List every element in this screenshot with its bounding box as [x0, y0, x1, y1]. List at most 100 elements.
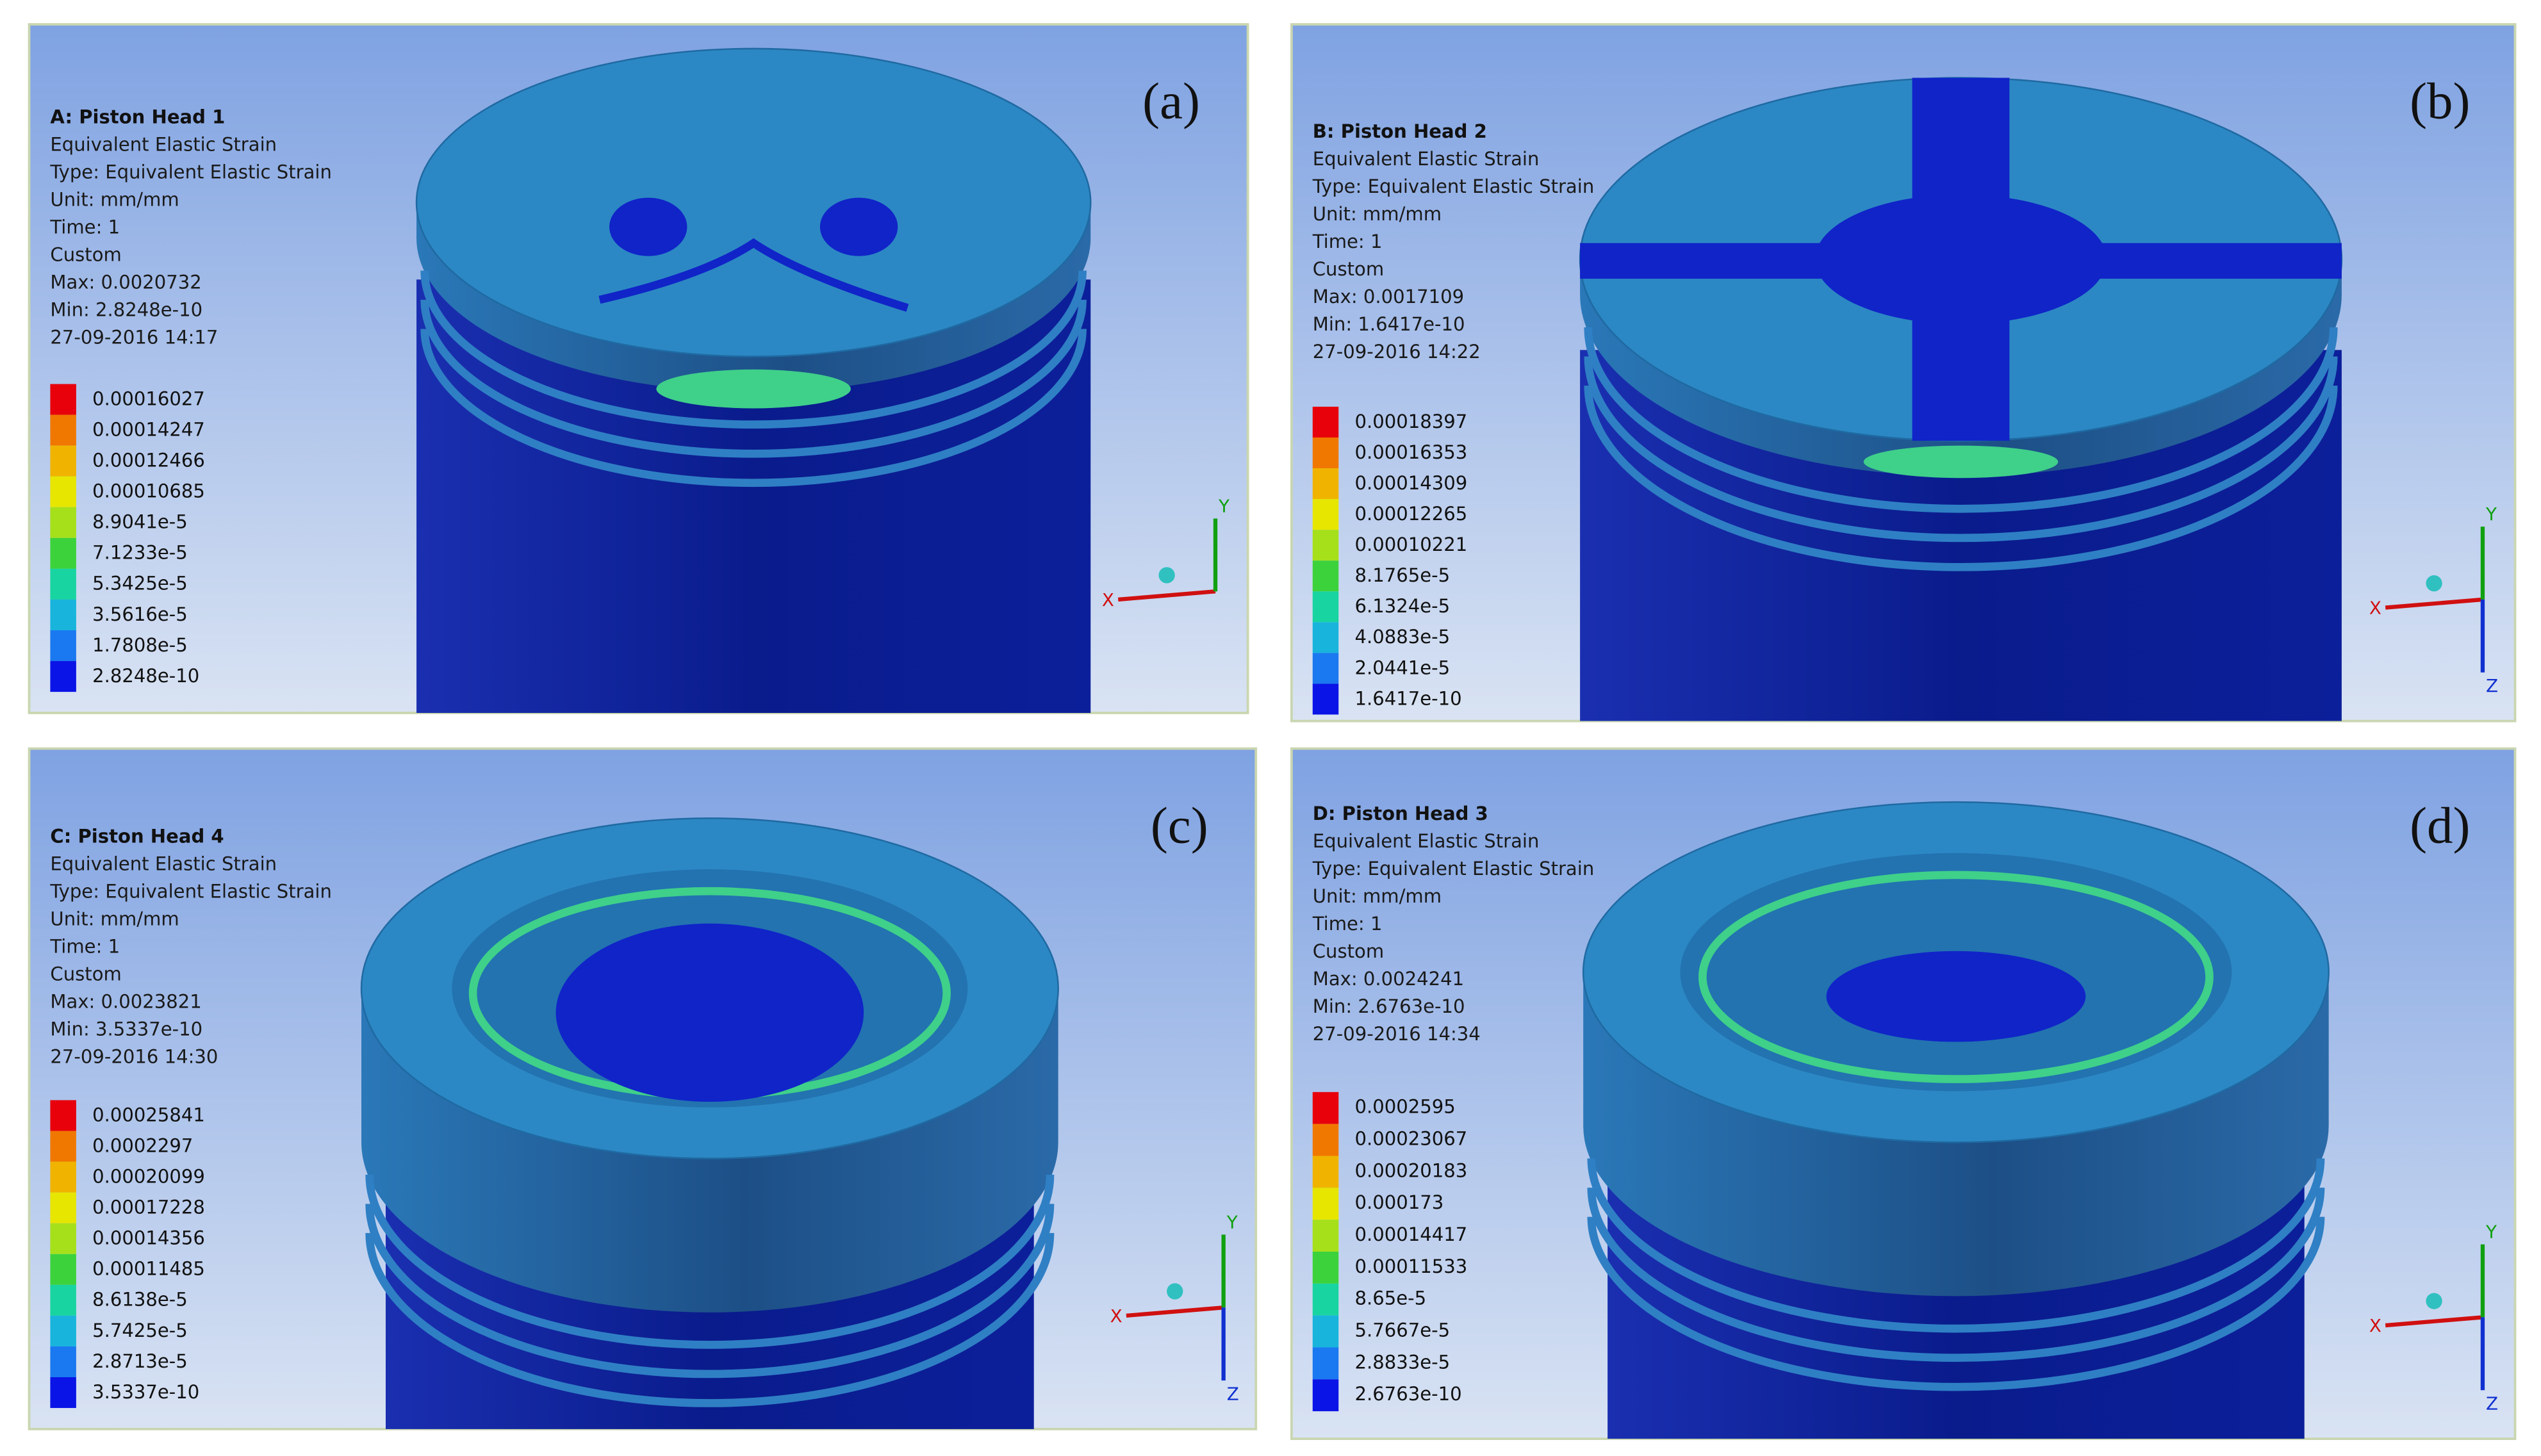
legend-swatch: [1312, 1220, 1339, 1252]
legend-swatch: [50, 1131, 76, 1162]
legend-swatch: [1312, 406, 1339, 438]
result-info: Time: 1: [1312, 231, 1383, 252]
piston-ring: [365, 1232, 1055, 1407]
legend-label: 0.00025841: [92, 1104, 205, 1125]
result-info: 27-09-2016 14:34: [1313, 1023, 1481, 1045]
legend-swatch: [1312, 1347, 1339, 1380]
legend-swatch: [1312, 1379, 1339, 1412]
result-info: Max: 0.0023821: [50, 990, 201, 1012]
piston-ring: [420, 299, 1087, 458]
result-info: Max: 0.0024241: [1313, 968, 1464, 990]
triad-label: Y: [1218, 495, 1230, 516]
legend-label: 0.0002297: [92, 1134, 193, 1156]
piston-skirt: [416, 279, 1091, 713]
result-info: 27-09-2016 14:22: [1313, 341, 1481, 363]
triad-label: Z: [2486, 675, 2498, 696]
low-strain: [609, 197, 687, 256]
legend-swatch: [50, 630, 76, 662]
legend-label: 3.5616e-5: [92, 603, 188, 625]
legend-swatch: [1312, 437, 1339, 469]
triad-ball: [2426, 1293, 2442, 1309]
panel-label: (d): [2410, 796, 2470, 854]
result-info: Equivalent Elastic Strain: [50, 853, 277, 874]
legend-swatch: [50, 445, 76, 477]
legend-swatch: [1312, 1188, 1339, 1220]
result-info: Equivalent Elastic Strain: [1313, 830, 1540, 852]
legend-swatch: [1312, 499, 1339, 530]
legend-label: 0.00010685: [92, 480, 205, 502]
result-info: Min: 2.6763e-10: [1313, 995, 1465, 1017]
legend-label: 2.0441e-5: [1355, 657, 1451, 678]
legend-swatch: [50, 1192, 76, 1223]
legend-label: 7.1233e-5: [92, 542, 188, 564]
piston-ring: [365, 1174, 1055, 1349]
result-title: B: Piston Head 2: [1313, 120, 1487, 142]
legend-swatch: [1312, 1315, 1339, 1348]
piston-crown: [415, 47, 1092, 357]
result-info: Time: 1: [49, 216, 120, 238]
legend-label: 2.8713e-5: [92, 1350, 188, 1372]
piston-ring: [1587, 1188, 2325, 1362]
result-info: Custom: [50, 963, 121, 985]
legend-label: 0.00014417: [1355, 1223, 1468, 1245]
result-info: Custom: [1313, 940, 1384, 962]
legend-label: 8.1765e-5: [1355, 564, 1451, 586]
legend-label: 1.6417e-10: [1355, 687, 1462, 709]
low-strain: [1826, 951, 2086, 1042]
result-info: Equivalent Elastic Strain: [50, 133, 277, 155]
legend-swatch: [1312, 653, 1339, 684]
result-info: Unit: mm/mm: [50, 188, 179, 210]
legend-label: 0.00018397: [1355, 411, 1468, 432]
low-strain: [598, 238, 909, 312]
legend-label: 2.6763e-10: [1355, 1383, 1462, 1405]
legend-label: 5.7425e-5: [92, 1320, 188, 1341]
triad-label: X: [2369, 598, 2381, 619]
legend-swatch: [50, 1284, 76, 1316]
legend-label: 0.00010221: [1355, 534, 1468, 555]
legend-label: 1.7808e-5: [92, 634, 188, 656]
legend-swatch: [50, 414, 76, 446]
legend-swatch: [1312, 1251, 1339, 1284]
legend-label: 5.3425e-5: [92, 573, 188, 594]
legend-swatch: [50, 1161, 76, 1193]
panel: (a) A: Piston Head 1 Equivalent Elastic St…: [28, 23, 1249, 714]
triad-ball: [1167, 1283, 1183, 1300]
strain-ring: [1698, 871, 2214, 1083]
result-info: Type: Equivalent Elastic Strain: [49, 161, 332, 183]
legend-label: 0.00016353: [1355, 441, 1468, 463]
triad-label: Y: [2485, 503, 2497, 525]
legend-swatch: [1312, 1092, 1339, 1124]
piston-ring: [1584, 386, 2338, 571]
low-strain: [555, 923, 864, 1102]
legend-swatch: [1312, 1124, 1339, 1156]
legend-swatch: [50, 476, 76, 507]
strain-band: [1863, 445, 2059, 479]
legend-label: 0.00016027: [92, 388, 205, 409]
legend-swatch: [1312, 622, 1339, 653]
legend-label: 0.00014309: [1355, 472, 1468, 494]
piston: [415, 47, 1092, 713]
triad-axis: [1126, 1305, 1224, 1318]
panel: (c) C: Piston Head 4 Equivalent Elastic St…: [28, 747, 1258, 1430]
legend-label: 0.00014356: [92, 1227, 205, 1249]
piston-ring: [420, 270, 1087, 429]
result-info: Time: 1: [1312, 913, 1383, 935]
legend-label: 5.7667e-5: [1355, 1320, 1451, 1341]
legend-swatch: [1312, 530, 1339, 561]
legend-swatch: [50, 1254, 76, 1285]
legend-swatch: [1312, 683, 1339, 715]
piston: [1582, 801, 2330, 1439]
legend-swatch: [1312, 468, 1339, 500]
result-info: Max: 0.0017109: [1313, 286, 1464, 307]
legend-label: 2.8833e-5: [1355, 1351, 1451, 1373]
legend-label: 8.65e-5: [1355, 1288, 1427, 1309]
legend-swatch: [50, 537, 76, 569]
piston-ring: [1584, 356, 2338, 543]
legend-label: 0.0002595: [1355, 1096, 1456, 1118]
legend-label: 8.9041e-5: [92, 511, 188, 533]
result-info: Type: Equivalent Elastic Strain: [49, 880, 332, 902]
piston-ring: [1587, 1158, 2325, 1333]
legend-label: 0.00017228: [92, 1197, 205, 1218]
legend-swatch: [50, 661, 76, 692]
